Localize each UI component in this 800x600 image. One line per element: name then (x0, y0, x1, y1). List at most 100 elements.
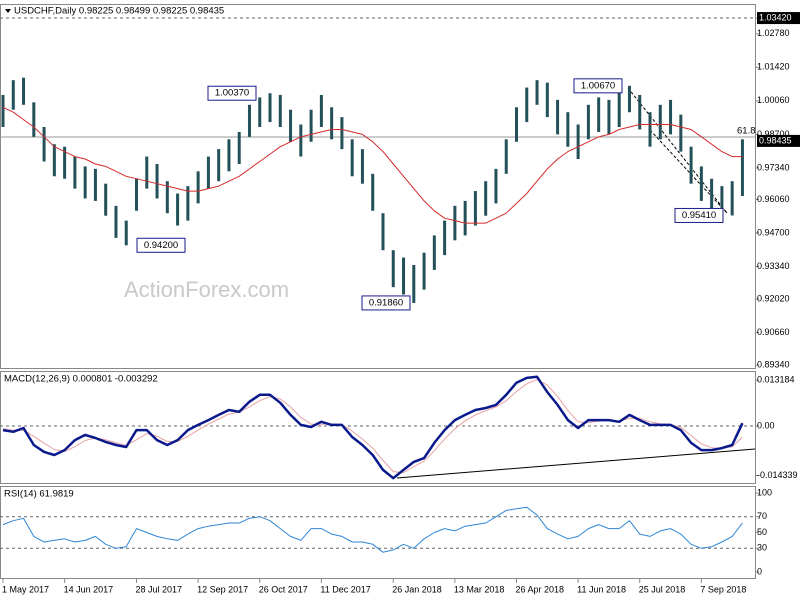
tick-box-label: 1.03420 (759, 12, 792, 22)
y-tick-label: 0.96060 (757, 194, 790, 204)
annotation-label: 0.94200 (144, 240, 178, 251)
x-tick-label: 1 May 2017 (2, 584, 49, 594)
price-bar (227, 139, 231, 172)
macd-title: MACD(12,26,9) 0.000801 -0.003292 (4, 374, 158, 385)
y-tick-label: 0.94700 (757, 227, 790, 237)
annotation-label: 0.95410 (682, 210, 716, 221)
price-title: USDCHF,Daily 0.98225 0.98499 0.98225 0.9… (14, 6, 224, 17)
trend-line (649, 129, 728, 214)
price-bar (484, 181, 488, 216)
y-tick-label: 0.013184 (757, 375, 795, 385)
price-bar (247, 104, 251, 137)
x-tick-label: 26 Jan 2018 (392, 584, 442, 594)
price-bar (689, 146, 693, 184)
y-tick-label: -0.014339 (757, 470, 798, 480)
y-tick-label: 1.00060 (757, 95, 790, 105)
y-tick-label: 0.90660 (757, 327, 790, 337)
price-bar (638, 94, 642, 130)
price-bar (268, 93, 272, 123)
y-tick-label: 0 (757, 566, 762, 576)
price-bar (22, 77, 26, 105)
x-tick-label: 28 Jul 2017 (136, 584, 183, 594)
rsi-title: RSI(14) 61.9819 (4, 489, 74, 500)
y-tick-label: 0.93340 (757, 261, 790, 271)
annotation-label: 0.91860 (369, 297, 403, 308)
price-bar (699, 166, 703, 201)
price-bar (206, 156, 210, 189)
price-bar (145, 156, 149, 189)
price-bar (402, 257, 406, 295)
price-bar (32, 102, 36, 137)
price-bar (350, 139, 354, 177)
x-tick-label: 26 Apr 2018 (516, 584, 565, 594)
price-bar (155, 163, 159, 199)
price-bar (535, 80, 539, 105)
annotation-box (207, 85, 257, 101)
price-bar (597, 97, 601, 132)
price-bar (730, 181, 734, 216)
price-bar (740, 139, 744, 196)
price-bar (1, 94, 5, 127)
x-tick-label: 14 Jun 2017 (64, 584, 114, 594)
moving-average (2, 106, 743, 224)
price-bar (566, 112, 570, 147)
price-bar (515, 107, 518, 142)
x-tick-label: 13 Mar 2018 (454, 584, 505, 594)
last-price-box (757, 134, 800, 147)
x-tick-label: 7 Sep 2018 (700, 584, 746, 594)
price-bar (135, 178, 139, 211)
menu-arrow (5, 9, 11, 13)
price-bar (453, 205, 457, 241)
price-bar (104, 183, 108, 216)
annotation-box (573, 78, 623, 94)
annotation-box (361, 295, 411, 311)
price-bar (576, 124, 580, 160)
price-bar (627, 85, 631, 113)
price-bar (340, 117, 344, 150)
price-bar (186, 186, 190, 221)
y-tick-label: 1.01420 (757, 62, 790, 72)
price-bar (648, 112, 652, 147)
annotation-box (136, 237, 186, 253)
price-bar (556, 99, 560, 135)
price-bar (42, 126, 46, 162)
price-bar (196, 171, 200, 204)
y-tick-label: 100 (757, 487, 772, 497)
y-tick-label: 50 (757, 527, 767, 537)
price-bar (299, 124, 303, 157)
y-tick-label: 30 (757, 543, 767, 553)
indicator-line (2, 506, 743, 553)
price-bar (720, 186, 724, 214)
price-bar (371, 173, 375, 211)
price-bar (124, 220, 128, 246)
price-bar (52, 144, 56, 177)
price-bar (83, 166, 87, 199)
indicator-line (2, 375, 744, 480)
price-bar (237, 131, 241, 164)
y-tick-label: 0.98700 (757, 129, 790, 139)
price-bar (658, 104, 662, 140)
price-bar (381, 213, 385, 251)
price-bar (679, 114, 683, 152)
price-bar (319, 94, 323, 127)
price-bar (494, 168, 498, 204)
price-bar (93, 168, 97, 201)
annotation-box (674, 207, 724, 223)
x-tick-label: 11 Dec 2017 (320, 584, 370, 594)
y-tick-label: 0.00 (757, 420, 775, 430)
x-tick-label: 12 Sep 2017 (197, 584, 248, 594)
price-bar (463, 200, 467, 236)
price-bar (525, 87, 529, 123)
price-bar (360, 149, 364, 184)
y-tick-label: 0.89340 (757, 359, 790, 369)
x-tick-label: 26 Oct 2017 (259, 584, 308, 594)
macd-trend-line (396, 448, 756, 479)
y-tick-label: 1.02780 (757, 28, 790, 38)
price-bar (176, 193, 180, 226)
y-tick-label: 70 (757, 511, 767, 521)
price-bar (473, 191, 477, 226)
price-bar (289, 109, 293, 142)
price-bar (73, 156, 77, 189)
price-bar (330, 107, 334, 140)
